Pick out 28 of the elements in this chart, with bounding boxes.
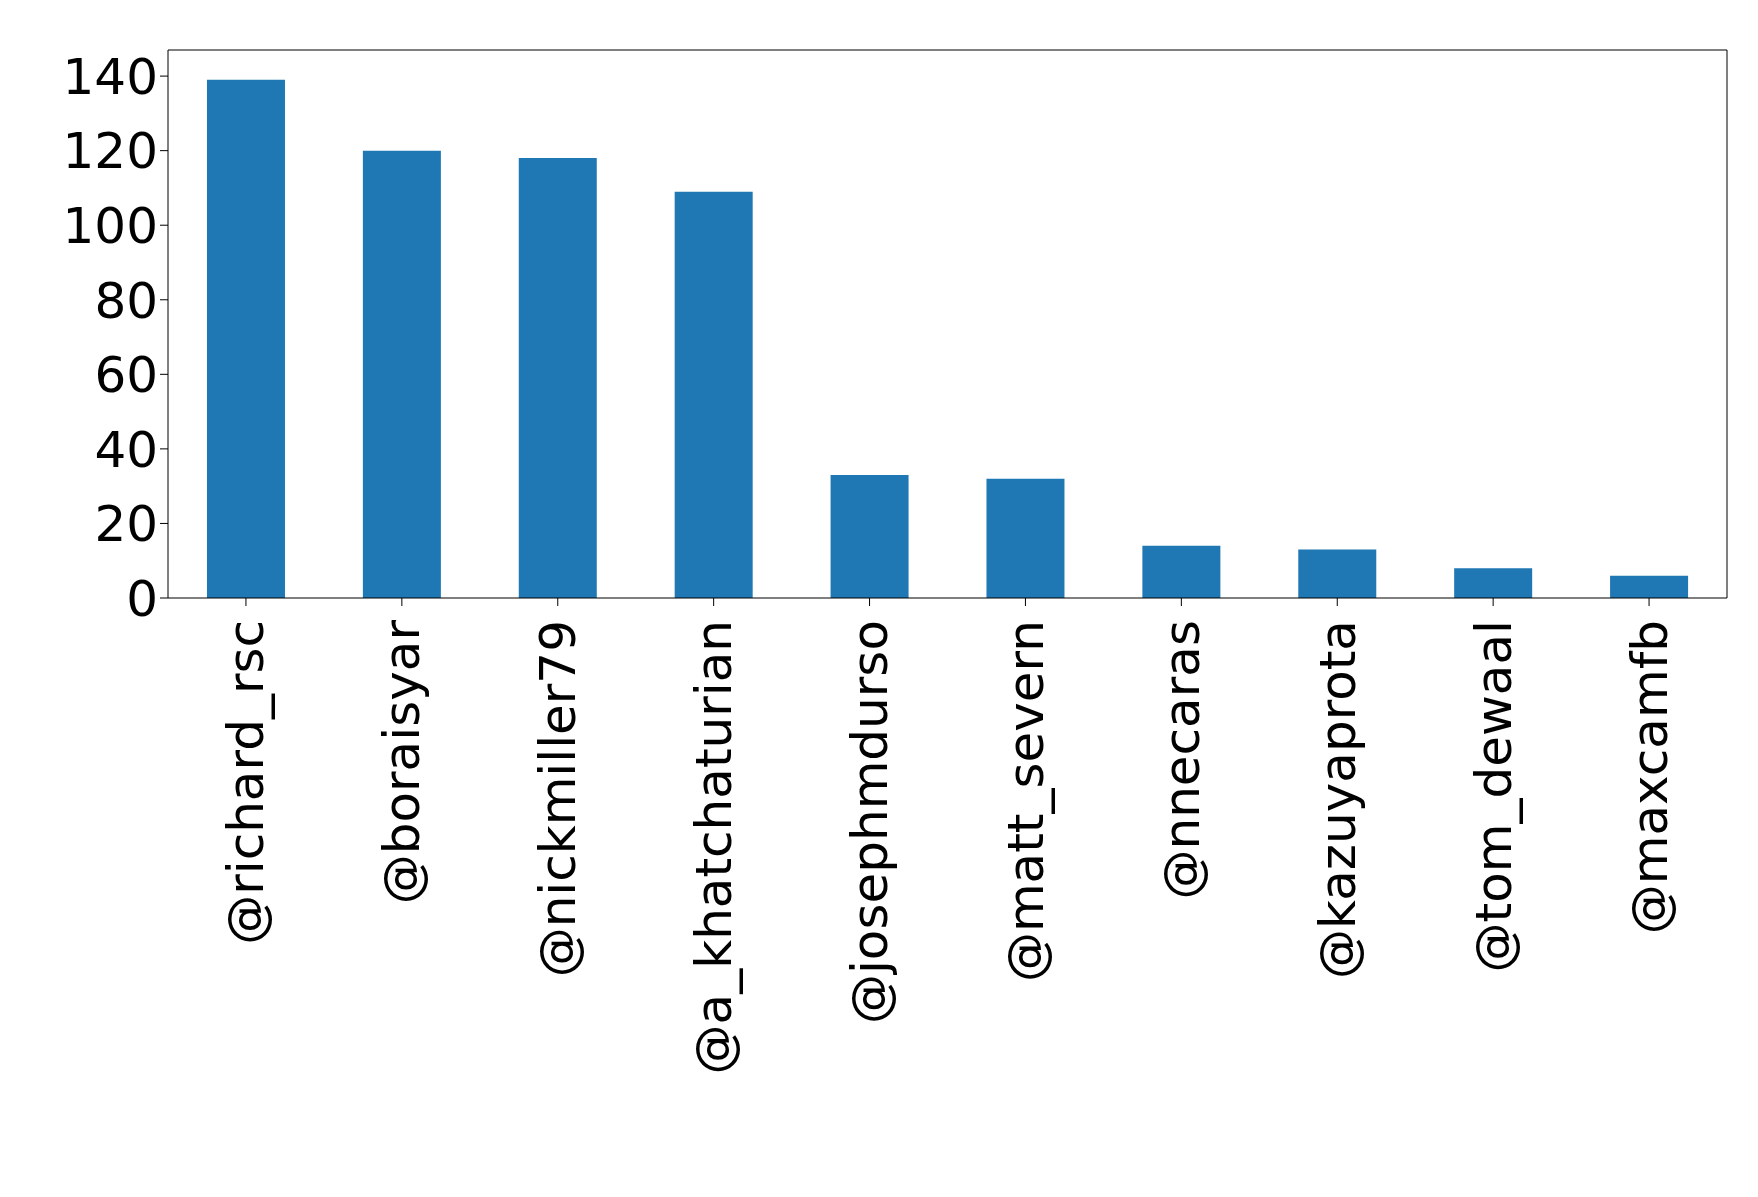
x-tick-label: @boraisyar	[373, 619, 432, 905]
x-tick-label: @a_khatchaturian	[685, 620, 744, 1075]
x-tick-label: @tom_dewaal	[1464, 620, 1523, 973]
bar	[1610, 575, 1689, 598]
bar	[1454, 568, 1533, 598]
y-tick-label: 40	[94, 420, 158, 479]
y-tick-label: 80	[94, 271, 158, 330]
y-tick-label: 0	[126, 569, 158, 628]
y-tick-label: 20	[94, 495, 158, 554]
x-tick-label: @richard_rsc	[217, 620, 276, 945]
y-tick-label: 100	[62, 196, 158, 255]
bar	[362, 150, 441, 598]
bar	[986, 478, 1065, 598]
x-tick-label: @maxcamfb	[1620, 620, 1679, 935]
bar	[518, 158, 597, 598]
x-tick-label: @josephmdurso	[841, 620, 900, 1025]
x-tick-label: @matt_severn	[996, 620, 1055, 983]
bar	[830, 474, 909, 598]
bar	[1142, 545, 1221, 598]
y-tick-label: 120	[62, 122, 158, 181]
bar	[674, 191, 753, 598]
x-tick-label: @kazuyaprota	[1308, 620, 1367, 979]
y-tick-label: 140	[62, 47, 158, 106]
bar	[1298, 549, 1377, 598]
x-tick-label: @nickmiller79	[529, 620, 588, 978]
x-tick-label: @nnecaras	[1152, 620, 1211, 900]
y-tick-label: 60	[94, 346, 158, 405]
bar	[206, 79, 285, 598]
